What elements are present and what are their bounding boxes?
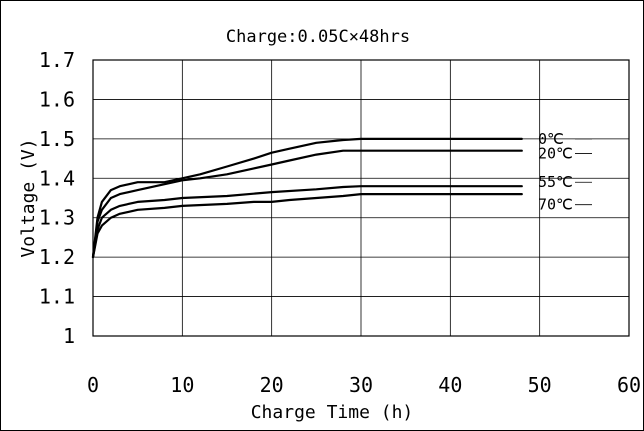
x-tick-label-2: 20 [260, 373, 284, 397]
x-tick-labels: 0 10 20 30 40 50 60 [87, 373, 641, 397]
legend-label-1: 20℃ [538, 144, 573, 162]
x-tick-label-6: 60 [617, 373, 641, 397]
series-group [91, 137, 523, 259]
y-tick-label-2: 1.2 [39, 245, 75, 269]
x-axis-label: Charge Time (h) [251, 402, 414, 423]
x-tick-label-4: 40 [438, 373, 462, 397]
y-tick-label-3: 1.3 [39, 206, 75, 230]
y-tick-label-4: 1.4 [39, 166, 75, 190]
y-tick-label-5: 1.5 [39, 127, 75, 151]
x-tick-label-0: 0 [87, 373, 99, 397]
y-tick-labels: 1 1.1 1.2 1.3 1.4 1.5 1.6 1.7 [39, 48, 75, 348]
series-line-2 [91, 185, 523, 259]
legend-label-0: 0℃ [538, 130, 564, 148]
y-axis-label: Voltage (V) [18, 138, 39, 257]
series-line-3 [91, 193, 523, 259]
series-line-0 [91, 137, 523, 259]
legend-label-2: 55℃ [538, 173, 573, 191]
x-tick-label-5: 50 [528, 373, 552, 397]
series-line-1 [91, 149, 523, 259]
legend: 0℃20℃ 55℃ 70℃ [538, 130, 592, 214]
plot-area-border [92, 59, 630, 337]
y-tick-label-6: 1.6 [39, 87, 75, 111]
chart-title: Charge:0.05C×48hrs [226, 27, 410, 47]
y-tick-label-7: 1.7 [39, 48, 75, 72]
x-tick-label-1: 10 [170, 373, 194, 397]
y-tick-label-1: 1.1 [39, 285, 75, 309]
legend-label-3: 70℃ [538, 196, 573, 214]
x-tick-label-3: 30 [349, 373, 373, 397]
y-tick-label-0: 1 [63, 324, 75, 348]
